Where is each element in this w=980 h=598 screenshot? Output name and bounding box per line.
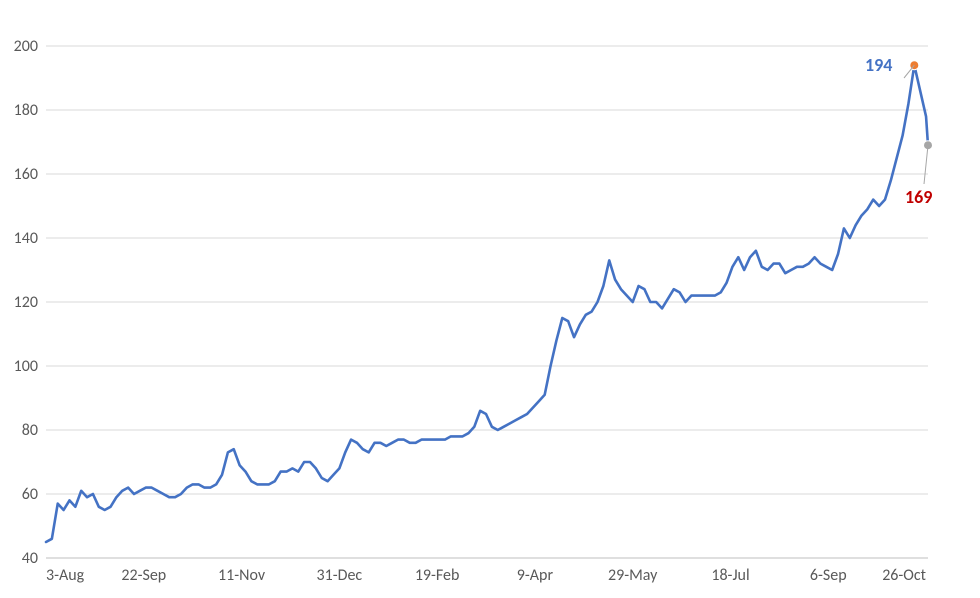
- x-tick-label: 22-Sep: [121, 566, 166, 585]
- x-tick-label: 3-Aug: [46, 566, 85, 585]
- x-tick-label: 9-Apr: [517, 566, 554, 585]
- x-tick-label: 19-Feb: [415, 566, 460, 585]
- y-tick-label: 80: [22, 421, 38, 440]
- y-tick-label: 120: [14, 293, 38, 312]
- last-value-callout: 169: [905, 186, 932, 208]
- y-tick-label: 140: [14, 229, 38, 248]
- x-tick-label: 26-Oct: [882, 566, 926, 585]
- x-tick-label: 29-May: [608, 566, 658, 585]
- plot-area: 40 60 80 100 120 140 160 180 200 3-Aug 22-Sep 11-No…: [0, 0, 980, 598]
- y-tick-label: 100: [14, 357, 38, 376]
- x-tick-label: 18-Jul: [711, 566, 749, 585]
- y-tick-label: 180: [14, 101, 38, 120]
- y-tick-label: 200: [14, 37, 38, 56]
- y-tick-label: 60: [22, 485, 38, 504]
- y-tick-label: 40: [22, 549, 38, 568]
- line-chart: DOLAR - BLUE 4060801001201401601802003-A…: [0, 0, 980, 598]
- peak-value-callout: 194: [865, 54, 892, 76]
- y-tick-label: 160: [14, 165, 38, 184]
- x-tick-label: 6-Sep: [810, 566, 847, 585]
- x-tick-label: 31-Dec: [317, 566, 363, 585]
- x-tick-label: 11-Nov: [218, 566, 266, 585]
